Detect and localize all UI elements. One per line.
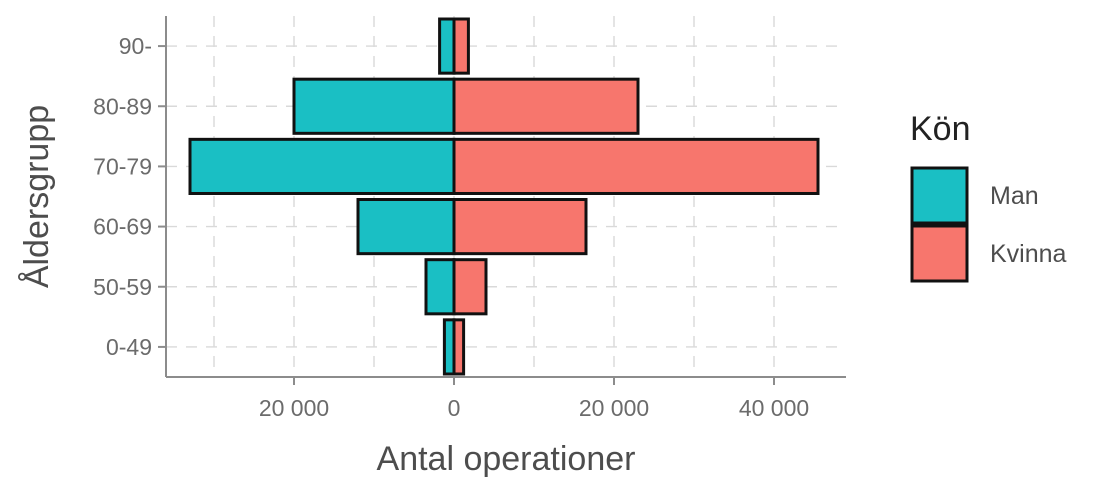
y-tick-label: 0-49 [106, 334, 152, 360]
x-tick-label: 20 000 [259, 395, 329, 421]
y-axis-title: Åldersgrupp [18, 105, 56, 288]
bar-kvinna-90- [452, 17, 470, 75]
x-axis-ticks: 20 000 0 20 000 40 000 [259, 377, 809, 421]
x-tick-label: 0 [448, 395, 461, 421]
legend-swatch-kvinna [910, 224, 969, 283]
bar-kvinna-0-49 [452, 318, 466, 376]
x-tick-label: 20 000 [579, 395, 649, 421]
bar-kvinna-50-59 [452, 258, 488, 316]
bar-man-70-79 [188, 137, 456, 195]
y-axis-ticks: 0-49 50-59 60-69 70-79 80-89 90- [93, 33, 166, 360]
bar-man-80-89 [292, 77, 456, 135]
y-tick-label: 80-89 [93, 93, 152, 119]
x-axis-title: Antal operationer [377, 440, 636, 478]
bar-man-90- [438, 17, 456, 75]
bar-kvinna-70-79 [452, 137, 820, 195]
bar-man-50-59 [424, 258, 456, 316]
bar-kvinna-60-69 [452, 198, 588, 256]
legend-label-man: Man [990, 182, 1039, 210]
y-tick-label: 50-59 [93, 274, 152, 300]
legend-swatch-man [910, 166, 969, 225]
legend-label-kvinna: Kvinna [990, 240, 1067, 268]
legend: Kön Man Kvinna [910, 110, 1067, 283]
bar-kvinna-80-89 [452, 77, 640, 135]
bars [188, 17, 820, 376]
bar-man-60-69 [356, 198, 456, 256]
y-tick-label: 60-69 [93, 214, 152, 240]
y-tick-label: 70-79 [93, 153, 152, 179]
x-tick-label: 40 000 [739, 395, 809, 421]
y-tick-label: 90- [119, 33, 152, 59]
legend-title: Kön [910, 110, 971, 148]
gridlines [166, 16, 846, 377]
